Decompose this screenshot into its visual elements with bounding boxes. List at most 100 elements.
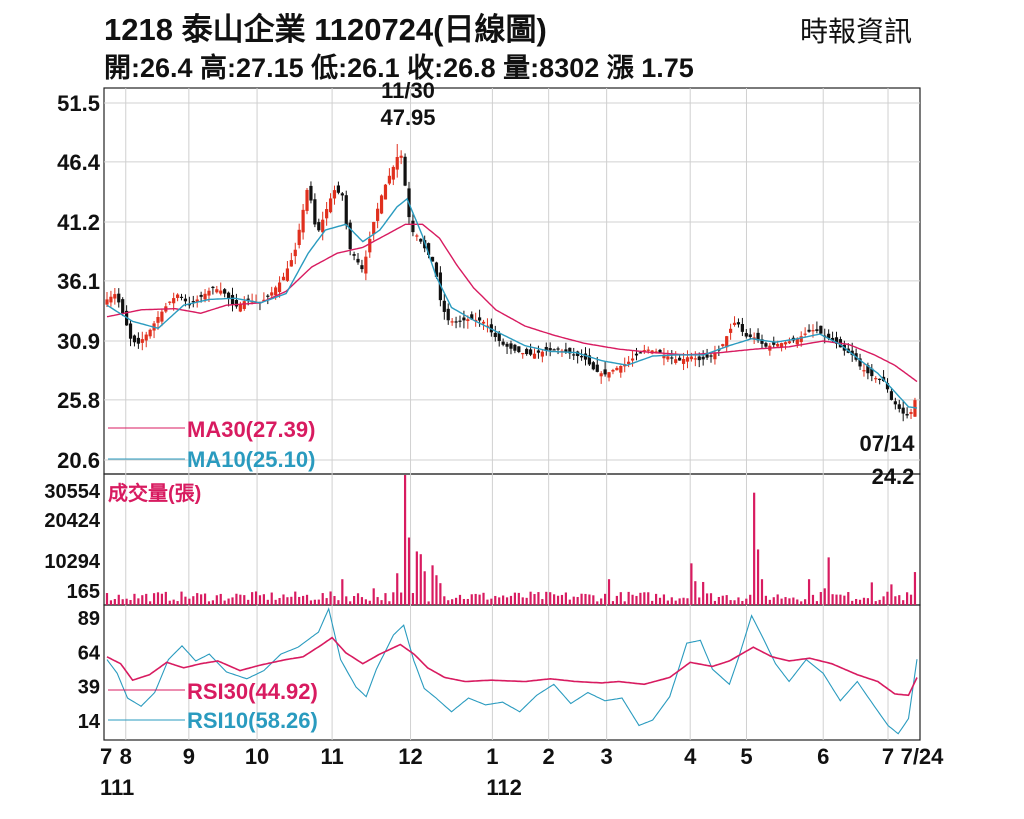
candle-body bbox=[528, 349, 533, 355]
volume-bar bbox=[278, 597, 281, 605]
volume-bar bbox=[168, 600, 171, 605]
volume-bar bbox=[180, 591, 183, 605]
candle-body bbox=[878, 378, 882, 380]
candle-body bbox=[591, 362, 595, 370]
candle-body bbox=[325, 209, 329, 219]
candle-body bbox=[430, 256, 435, 262]
candle-body bbox=[532, 353, 537, 359]
candle-body bbox=[681, 359, 686, 364]
candle-body bbox=[870, 368, 874, 377]
volume-bar bbox=[807, 579, 811, 605]
volume-bar bbox=[843, 595, 846, 605]
volume-bar bbox=[149, 601, 152, 605]
price-tick-label: 25.8 bbox=[57, 388, 100, 413]
candle-body bbox=[156, 317, 160, 323]
candle-body bbox=[599, 373, 603, 377]
volume-bar bbox=[270, 592, 273, 605]
candle-body bbox=[242, 301, 246, 309]
candle-body bbox=[470, 314, 474, 320]
volume-bar bbox=[490, 598, 493, 605]
volume-bar bbox=[858, 599, 862, 605]
candle-body bbox=[740, 324, 744, 332]
volume-bar bbox=[553, 594, 556, 605]
ma10-line bbox=[106, 197, 918, 409]
volume-bar bbox=[333, 596, 336, 605]
volume-bar bbox=[243, 595, 246, 605]
candle-body bbox=[748, 334, 752, 337]
x-tick-label: 3 bbox=[601, 744, 613, 769]
volume-bar bbox=[639, 592, 642, 605]
volume-bar bbox=[764, 595, 768, 605]
candle-body bbox=[654, 351, 658, 353]
candle-body bbox=[646, 349, 650, 351]
volume-bar bbox=[368, 600, 371, 605]
volume-bar bbox=[160, 593, 164, 605]
candle-body bbox=[344, 195, 348, 226]
volume-bar bbox=[627, 591, 630, 605]
volume-bar bbox=[141, 595, 144, 605]
volume-bar bbox=[152, 593, 156, 605]
rsi30-legend-label: RSI30(44.92) bbox=[187, 679, 318, 704]
candle-body bbox=[132, 335, 137, 343]
candle-body bbox=[411, 220, 415, 233]
candle-body bbox=[321, 219, 325, 233]
candle-body bbox=[909, 412, 913, 414]
rsi-tick-label: 64 bbox=[78, 642, 101, 664]
volume-bar bbox=[600, 598, 603, 605]
volume-tick-label: 30554 bbox=[44, 481, 100, 503]
candle-body bbox=[277, 282, 282, 293]
candle-body bbox=[301, 209, 305, 233]
price-tick-label: 20.6 bbox=[57, 448, 100, 473]
rsi-tick-label: 14 bbox=[78, 711, 101, 733]
candle-body bbox=[419, 238, 423, 242]
candle-body bbox=[297, 229, 301, 246]
volume-bar bbox=[427, 601, 430, 605]
volume-bar bbox=[654, 593, 658, 605]
volume-bar bbox=[419, 554, 422, 605]
candle-body bbox=[764, 343, 768, 347]
volume-bar bbox=[713, 600, 717, 605]
candle-body bbox=[313, 199, 317, 225]
volume-bar bbox=[760, 579, 764, 605]
panel-frames bbox=[103, 87, 921, 741]
volume-bar bbox=[545, 591, 548, 605]
volume-bar bbox=[819, 592, 822, 605]
candle-body bbox=[183, 298, 188, 302]
candle-body bbox=[513, 344, 517, 351]
candle-body bbox=[352, 254, 356, 256]
volume-bar bbox=[596, 601, 599, 605]
volume-bar bbox=[784, 597, 787, 605]
candle-body bbox=[583, 353, 588, 360]
volume-bar bbox=[894, 596, 897, 605]
volume-bar bbox=[651, 600, 654, 605]
volume-bar bbox=[352, 596, 356, 605]
volume-bar bbox=[121, 599, 124, 605]
volume-bar bbox=[568, 599, 571, 605]
volume-bar bbox=[886, 591, 889, 605]
candle-body bbox=[678, 357, 682, 361]
candle-body bbox=[199, 294, 203, 297]
volume-bar bbox=[360, 597, 364, 605]
price-tick-label: 36.1 bbox=[57, 269, 100, 294]
volume-bar bbox=[192, 596, 195, 605]
candle-body bbox=[603, 369, 607, 375]
ohlc-summary: 開:26.4 高:27.15 低:26.1 收:26.8 量:8302 漲 1.… bbox=[104, 53, 694, 83]
candle-body bbox=[776, 343, 780, 347]
volume-bar bbox=[325, 598, 328, 605]
volume-bar bbox=[611, 601, 615, 605]
x-tick-label: 7 bbox=[882, 744, 894, 769]
candle-body bbox=[815, 329, 819, 331]
volume-bar bbox=[694, 581, 697, 605]
candle-body bbox=[427, 243, 431, 255]
volume-bar bbox=[560, 594, 564, 605]
volume-bar bbox=[725, 595, 728, 605]
volume-bar bbox=[698, 597, 701, 605]
volume-bar bbox=[145, 593, 148, 605]
volume-bar bbox=[196, 593, 199, 605]
candle-body bbox=[819, 325, 823, 334]
volume-bar bbox=[156, 592, 160, 605]
volume-bar bbox=[749, 594, 752, 605]
volume-bar bbox=[239, 594, 242, 605]
candle-body bbox=[266, 295, 270, 297]
candle-body bbox=[811, 330, 815, 332]
